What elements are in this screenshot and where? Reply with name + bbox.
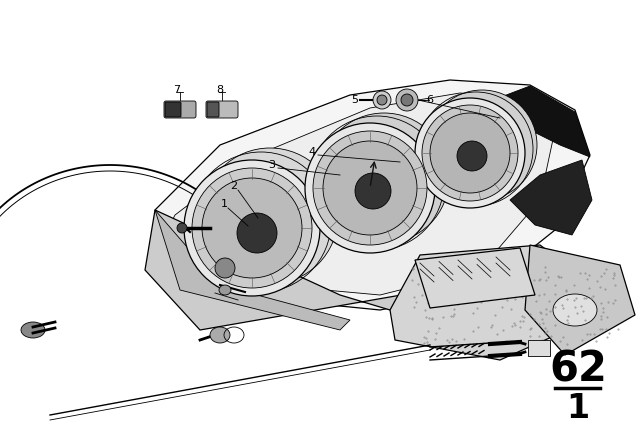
FancyBboxPatch shape: [164, 101, 196, 118]
Ellipse shape: [422, 105, 518, 201]
Ellipse shape: [319, 113, 449, 243]
Polygon shape: [155, 80, 590, 310]
FancyBboxPatch shape: [206, 101, 238, 118]
Polygon shape: [170, 93, 555, 295]
Text: 2: 2: [230, 181, 237, 191]
Polygon shape: [145, 210, 430, 330]
Text: 62: 62: [549, 349, 607, 391]
Ellipse shape: [373, 91, 391, 109]
Ellipse shape: [21, 322, 45, 338]
Polygon shape: [525, 245, 635, 355]
Text: 3: 3: [269, 160, 275, 170]
Text: 5: 5: [351, 95, 358, 105]
Text: 1: 1: [221, 199, 227, 209]
Ellipse shape: [202, 148, 338, 284]
Text: 4: 4: [308, 147, 316, 157]
Text: 8: 8: [216, 85, 223, 95]
Text: 6: 6: [426, 95, 433, 105]
Ellipse shape: [323, 141, 417, 235]
FancyBboxPatch shape: [207, 102, 219, 117]
Ellipse shape: [177, 223, 187, 233]
Ellipse shape: [553, 294, 597, 326]
FancyBboxPatch shape: [528, 340, 550, 356]
Ellipse shape: [396, 89, 418, 111]
Ellipse shape: [184, 160, 320, 296]
Ellipse shape: [210, 327, 230, 343]
Ellipse shape: [202, 178, 302, 278]
Ellipse shape: [313, 131, 427, 245]
Polygon shape: [415, 248, 535, 308]
Ellipse shape: [215, 258, 235, 278]
Ellipse shape: [457, 141, 487, 171]
Ellipse shape: [415, 98, 525, 208]
Polygon shape: [510, 160, 592, 235]
Ellipse shape: [305, 123, 435, 253]
Ellipse shape: [430, 113, 510, 193]
Ellipse shape: [401, 94, 413, 106]
Polygon shape: [155, 210, 350, 330]
Ellipse shape: [219, 285, 231, 295]
Text: 1: 1: [566, 392, 589, 425]
Ellipse shape: [192, 168, 312, 288]
Ellipse shape: [355, 173, 391, 209]
Text: 7: 7: [173, 85, 180, 95]
Polygon shape: [470, 86, 590, 157]
Ellipse shape: [237, 213, 277, 253]
Polygon shape: [390, 245, 590, 360]
Ellipse shape: [377, 95, 387, 105]
Ellipse shape: [427, 90, 537, 200]
FancyBboxPatch shape: [165, 102, 181, 117]
